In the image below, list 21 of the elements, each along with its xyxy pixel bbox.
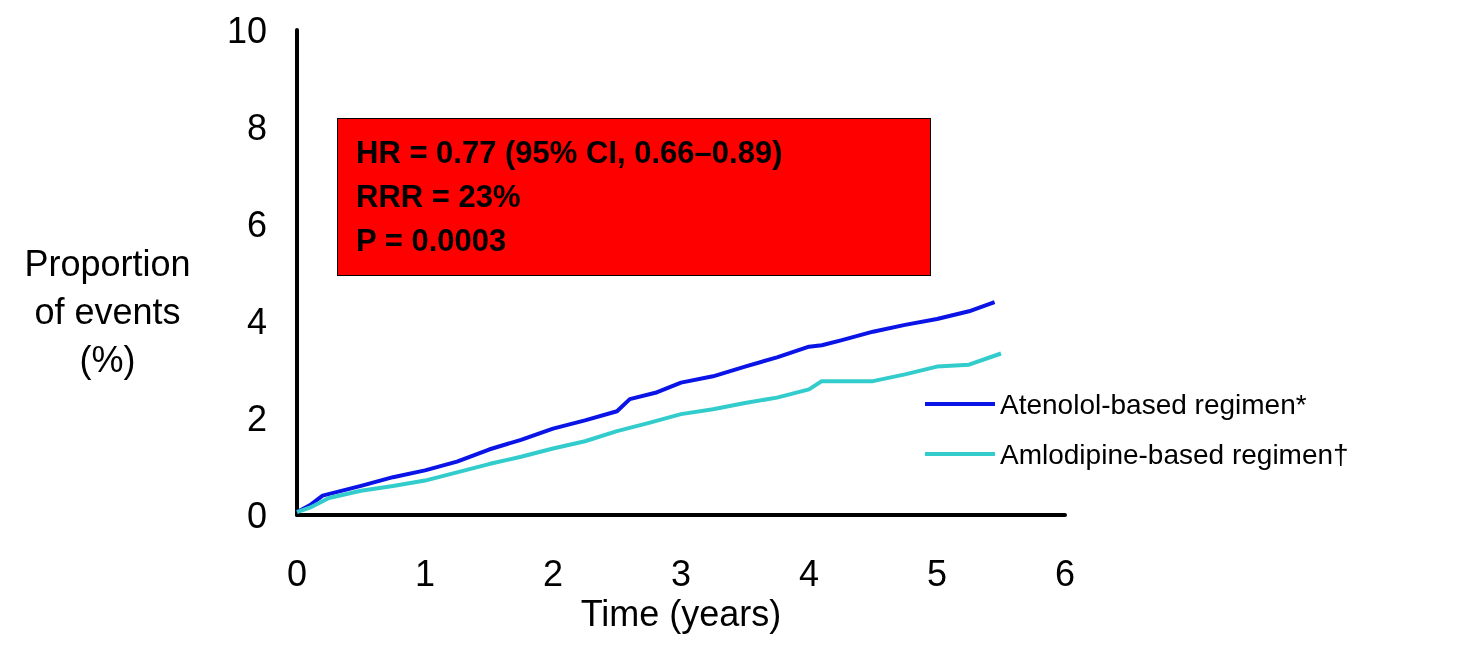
x-tick-label: 3 bbox=[670, 552, 692, 594]
y-tick-label: 0 bbox=[246, 494, 267, 536]
annotation: P = 0.0003 bbox=[356, 222, 508, 260]
y-tick-label: 4 bbox=[246, 300, 267, 342]
x-tick-label: 5 bbox=[926, 552, 948, 594]
annotation: HR = 0.77 (95% CI, 0.66–0.89) bbox=[356, 134, 784, 172]
y-tick-label: 10 bbox=[226, 9, 267, 51]
x-tick-label: 2 bbox=[542, 552, 564, 594]
legend-label: Amlodipine-based regimen† bbox=[1000, 438, 1349, 470]
note-box: HR = 0.77 (95% CI, 0.66–0.89) RRR = 23% P = 0.0003 bbox=[337, 118, 931, 276]
legend-label: Atenolol-based regimen* bbox=[1000, 388, 1307, 420]
annotation: RRR = 23% bbox=[356, 178, 522, 216]
y-tick-label: 2 bbox=[246, 397, 267, 439]
y-tick-label: 8 bbox=[246, 106, 267, 148]
x-tick-label: 0 bbox=[286, 552, 308, 594]
x-axis-title: Time (years) bbox=[580, 593, 782, 635]
x-tick-label: 6 bbox=[1054, 552, 1076, 594]
y-tick-label: 6 bbox=[246, 203, 267, 245]
y-axis-title: Proportion of events (%) bbox=[23, 242, 192, 382]
x-tick-label: 4 bbox=[798, 552, 820, 594]
x-tick-label: 1 bbox=[414, 552, 436, 594]
